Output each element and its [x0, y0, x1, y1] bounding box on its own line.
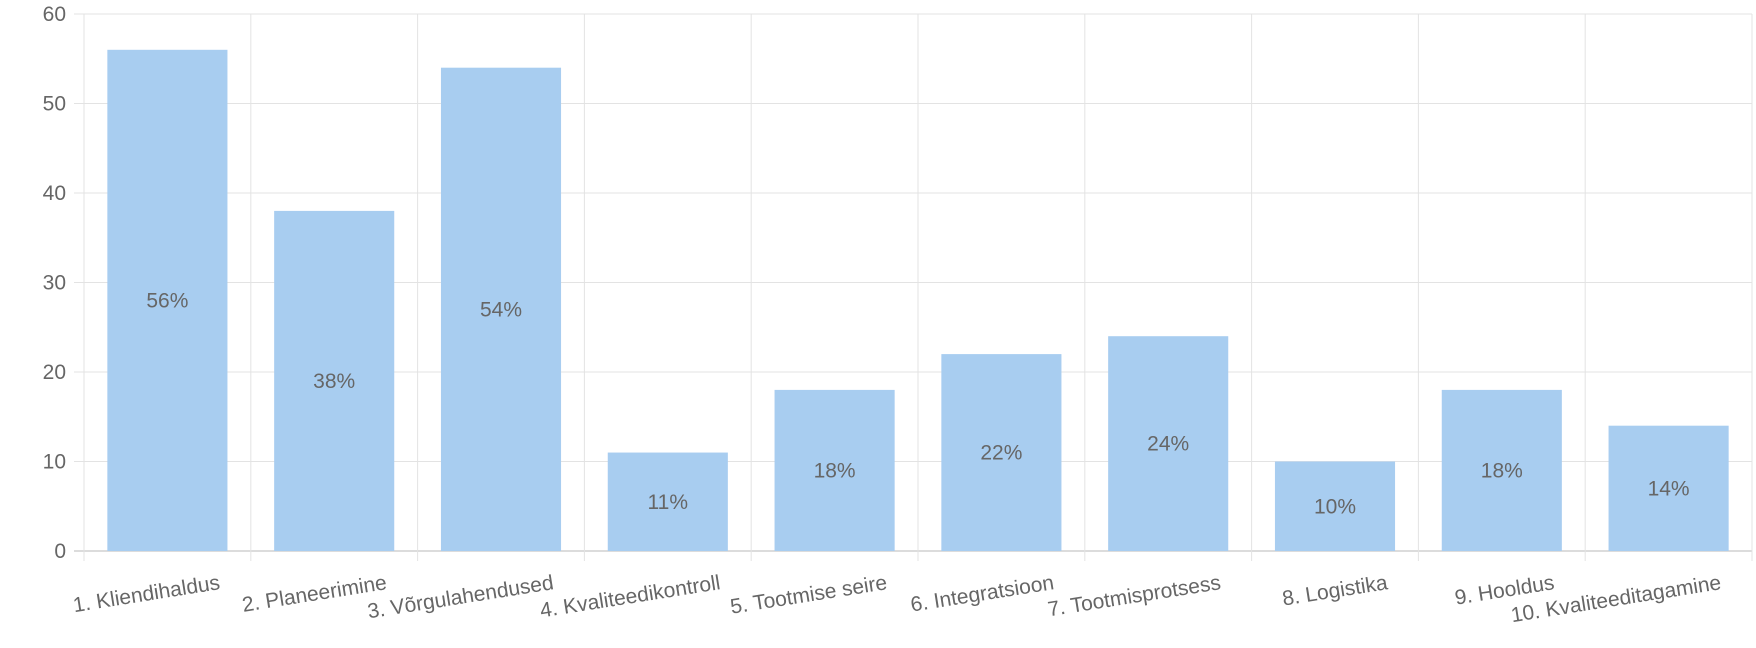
x-tick-label: 1. Kliendihaldus	[72, 571, 222, 617]
bar	[941, 354, 1062, 551]
x-tick-label: 3. Võrgulahendused	[366, 571, 555, 623]
x-tick-label: 8. Logistika	[1281, 571, 1390, 610]
data-label: 18%	[1481, 459, 1523, 482]
x-tick-label: 4. Kvaliteedikontroll	[538, 571, 721, 622]
bars	[107, 49, 1729, 552]
data-label: 18%	[814, 459, 856, 482]
data-label: 22%	[980, 442, 1022, 465]
x-tick-label: 5. Tootmise seire	[729, 571, 889, 618]
data-label: 14%	[1648, 477, 1690, 500]
y-tick-label: 10	[43, 451, 66, 474]
data-label: 38%	[313, 370, 355, 393]
bar	[1441, 389, 1562, 551]
x-tick-label: 2. Planeerimine	[241, 571, 389, 617]
bar	[1108, 336, 1229, 551]
y-tick-label: 40	[43, 182, 66, 205]
y-tick-label: 50	[43, 93, 66, 116]
bar	[440, 67, 562, 551]
bar	[1608, 425, 1729, 551]
data-label: 54%	[480, 298, 522, 321]
y-tick-label: 20	[43, 361, 66, 384]
y-tick-label: 0	[54, 540, 66, 563]
data-label: 10%	[1314, 495, 1356, 518]
data-label: 11%	[648, 491, 688, 514]
bar	[274, 210, 395, 551]
bar	[107, 49, 228, 552]
x-tick-label: 6. Integratsioon	[909, 571, 1056, 616]
x-tick-label: 7. Tootmisprotsess	[1046, 571, 1222, 621]
data-label: 24%	[1147, 433, 1189, 456]
bar	[774, 389, 895, 551]
y-tick-label: 60	[43, 3, 66, 26]
grid	[74, 13, 1753, 561]
data-label: 56%	[146, 289, 188, 312]
bar	[607, 452, 728, 551]
bar	[1274, 461, 1396, 551]
y-tick-label: 30	[43, 272, 66, 295]
